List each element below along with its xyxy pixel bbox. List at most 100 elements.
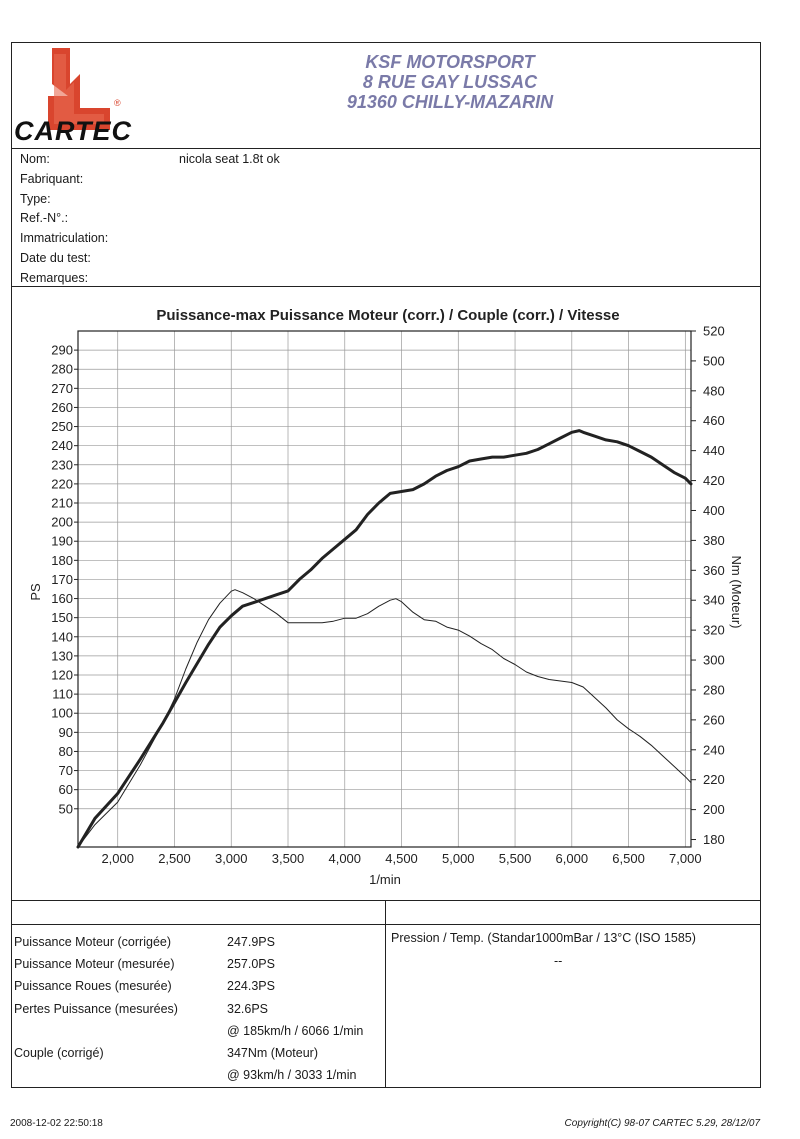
y-left-tick-label: 80 <box>59 744 73 759</box>
y-right-tick-label: 280 <box>703 682 725 697</box>
company-city: 91360 CHILLY-MAZARIN <box>346 92 554 112</box>
y-left-tick-label: 270 <box>51 381 73 396</box>
y-right-tick-label: 340 <box>703 593 725 608</box>
y-left-tick-label: 240 <box>51 438 73 453</box>
y-right-tick-label: 460 <box>703 413 725 428</box>
result-value: @ 185km/h / 6066 1/min <box>227 1023 364 1038</box>
header-divider <box>11 148 761 149</box>
y-left-tick-label: 60 <box>59 782 73 797</box>
x-tick-label: 2,000 <box>101 851 134 866</box>
y-left-tick-label: 90 <box>59 725 73 740</box>
y-left-axis-label: PS <box>28 583 43 601</box>
copyright: Copyright(C) 98-07 CARTEC 5.29, 28/12/07 <box>564 1118 760 1129</box>
y-left-tick-label: 150 <box>51 610 73 625</box>
result-label: Pertes Puissance (mesurées) <box>14 1001 178 1016</box>
info-label: Immatriculation: <box>20 231 109 246</box>
info-label: Fabriquant: <box>20 171 84 186</box>
result-label: Couple (corrigé) <box>14 1045 104 1060</box>
info-label: Date du test: <box>20 250 91 265</box>
y-right-tick-label: 200 <box>703 802 725 817</box>
pressure-temp-label: Pression / Temp. (Standar1000mBar / 13°C… <box>391 931 696 945</box>
y-left-tick-label: 170 <box>51 572 73 587</box>
info-label: Type: <box>20 191 51 206</box>
result-row: Couple (corrigé) 347Nm (Moteur) <box>14 1042 318 1064</box>
y-left-tick-label: 280 <box>51 362 73 377</box>
company-name: KSF MOTORSPORT <box>365 52 535 72</box>
result-value: 247.9PS <box>227 935 275 949</box>
x-tick-label: 2,500 <box>158 851 191 866</box>
info-value: nicola seat 1.8t ok <box>179 152 280 166</box>
y-left-tick-label: 200 <box>51 515 73 530</box>
chart-series <box>76 429 693 849</box>
y-right-tick-label: 480 <box>703 383 725 398</box>
result-value: 347Nm (Moteur) <box>227 1045 318 1060</box>
y-left-tick-label: 180 <box>51 553 73 568</box>
y-left-tick-label: 190 <box>51 534 73 549</box>
torque-series-line <box>77 589 692 848</box>
x-tick-label: 4,500 <box>385 851 418 866</box>
x-tick-label: 6,500 <box>612 851 645 866</box>
result-label: Puissance Moteur (corrigée) <box>14 935 172 949</box>
info-row-ref: Ref.-N°.: <box>20 209 108 229</box>
y-right-tick-label: 400 <box>703 503 725 518</box>
chart-divider <box>11 900 761 901</box>
report-frame <box>11 42 761 1088</box>
logo-text: CARTEC <box>14 116 133 146</box>
y-left-tick-label: 110 <box>52 687 73 702</box>
dyno-chart: Puissance-max Puissance Moteur (corr.) /… <box>28 307 744 887</box>
result-row: Pertes Puissance (mesurées) 32.6PS <box>14 998 268 1020</box>
vehicle-info: Nom: nicola seat 1.8t ok Fabriquant: Typ… <box>20 150 280 289</box>
y-left-tick-label: 260 <box>51 400 73 415</box>
info-row-fabriquant: Fabriquant: <box>20 170 108 190</box>
info-label: Ref.-N°.: <box>20 211 69 226</box>
result-value: 257.0PS <box>227 957 275 972</box>
x-tick-label: 4,000 <box>328 851 361 866</box>
info-divider <box>11 286 761 287</box>
y-right-tick-label: 440 <box>703 443 725 458</box>
y-left-tick-label: 290 <box>51 343 73 358</box>
x-axis-label: 1/min <box>369 872 401 887</box>
y-left-tick-label: 250 <box>51 419 73 434</box>
info-row-date: Date du test: <box>20 249 108 269</box>
info-label: Remarques: <box>20 270 89 285</box>
chart-ticks: 2,000 2,500 3,000 3,500 4,000 4,500 5,000 5,500… <box>51 324 724 867</box>
info-row-type: Type: <box>20 190 108 210</box>
y-right-tick-label: 320 <box>703 623 725 638</box>
y-right-tick-label: 260 <box>703 712 725 727</box>
chart-grid <box>78 331 691 847</box>
y-left-tick-label: 50 <box>59 801 73 816</box>
plot-border <box>77 330 692 848</box>
y-left-tick-label: 160 <box>51 591 73 606</box>
result-value: 224.3PS <box>227 979 275 994</box>
x-tick-label: 5,500 <box>499 851 532 866</box>
x-tick-label: 6,000 <box>556 851 589 866</box>
result-label: Puissance Moteur (mesurée) <box>14 957 175 972</box>
result-row: @ 93km/h / 3033 1/min <box>14 1064 356 1086</box>
y-right-tick-label: 240 <box>703 742 725 757</box>
y-right-axis-label: Nm (Moteur) <box>729 556 744 629</box>
result-label: Puissance Roues (mesurée) <box>14 979 172 994</box>
y-left-tick-label: 140 <box>51 629 73 644</box>
result-value: 32.6PS <box>227 1001 269 1016</box>
x-tick-label: 7,000 <box>669 851 702 866</box>
y-left-tick-label: 230 <box>51 457 73 472</box>
y-left-tick-label: 100 <box>51 706 73 721</box>
y-left-tick-label: 210 <box>51 496 73 511</box>
info-label: Nom: <box>20 152 50 166</box>
results-header-divider <box>11 924 761 925</box>
power-series-line <box>76 429 693 849</box>
result-row: Puissance Moteur (mesurée) 257.0PS <box>14 953 275 975</box>
result-row: Puissance Roues (mesurée) 224.3PS <box>14 975 275 997</box>
y-right-tick-label: 520 <box>703 324 725 339</box>
y-right-tick-label: 420 <box>703 473 725 488</box>
results-column-divider <box>385 900 386 1088</box>
company-street: 8 RUE GAY LUSSAC <box>362 72 538 92</box>
y-right-tick-label: 180 <box>703 832 725 847</box>
info-row-remarques: Remarques: <box>20 269 108 289</box>
y-right-tick-label: 220 <box>703 772 725 787</box>
info-row-nom: Nom: nicola seat 1.8t ok <box>20 150 280 170</box>
company-address: KSF MOTORSPORT 8 RUE GAY LUSSAC 91360 CH… <box>300 52 600 112</box>
x-tick-label: 5,000 <box>442 851 475 866</box>
info-row-immatriculation: Immatriculation: <box>20 229 108 249</box>
result-value: @ 93km/h / 3033 1/min <box>227 1068 357 1083</box>
